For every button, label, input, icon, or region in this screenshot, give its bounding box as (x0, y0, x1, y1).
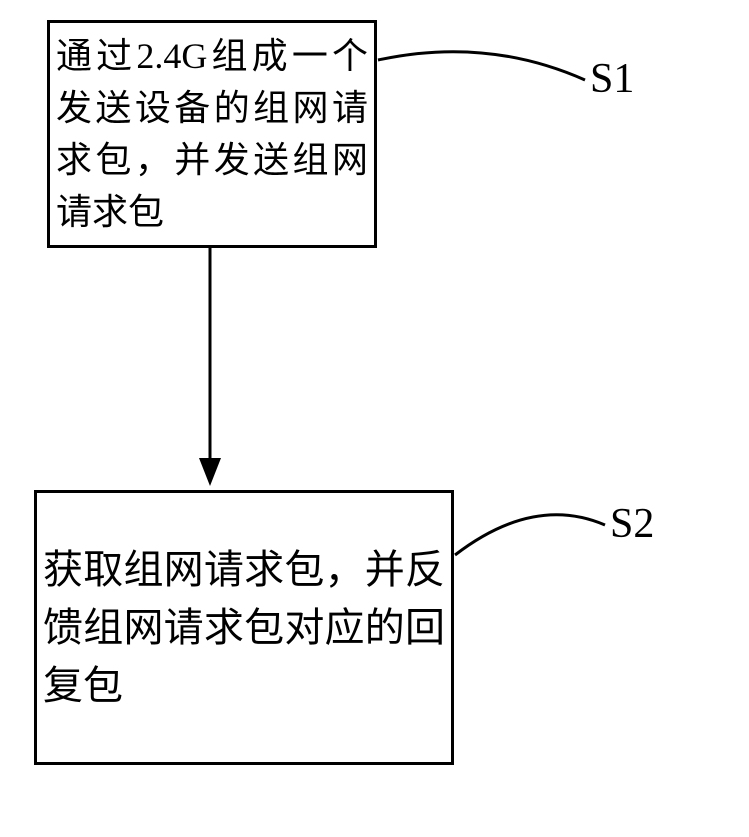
flow-arrow (199, 248, 221, 486)
flow-node-s2-text: 获取组网请求包，并反馈组网请求包对应的回复包 (37, 541, 451, 715)
step-label-s1: S1 (590, 55, 634, 103)
flow-node-s1-text: 通过2.4G组成一个发送设备的组网请求包，并发送组网请求包 (50, 30, 374, 239)
flow-node-s1: 通过2.4G组成一个发送设备的组网请求包，并发送组网请求包 (47, 20, 377, 248)
flow-node-s2: 获取组网请求包，并反馈组网请求包对应的回复包 (34, 490, 454, 765)
leader-lines (378, 52, 605, 555)
step-label-s2: S2 (610, 500, 654, 548)
diagram-canvas: 通过2.4G组成一个发送设备的组网请求包，并发送组网请求包 获取组网请求包，并反… (0, 0, 749, 837)
